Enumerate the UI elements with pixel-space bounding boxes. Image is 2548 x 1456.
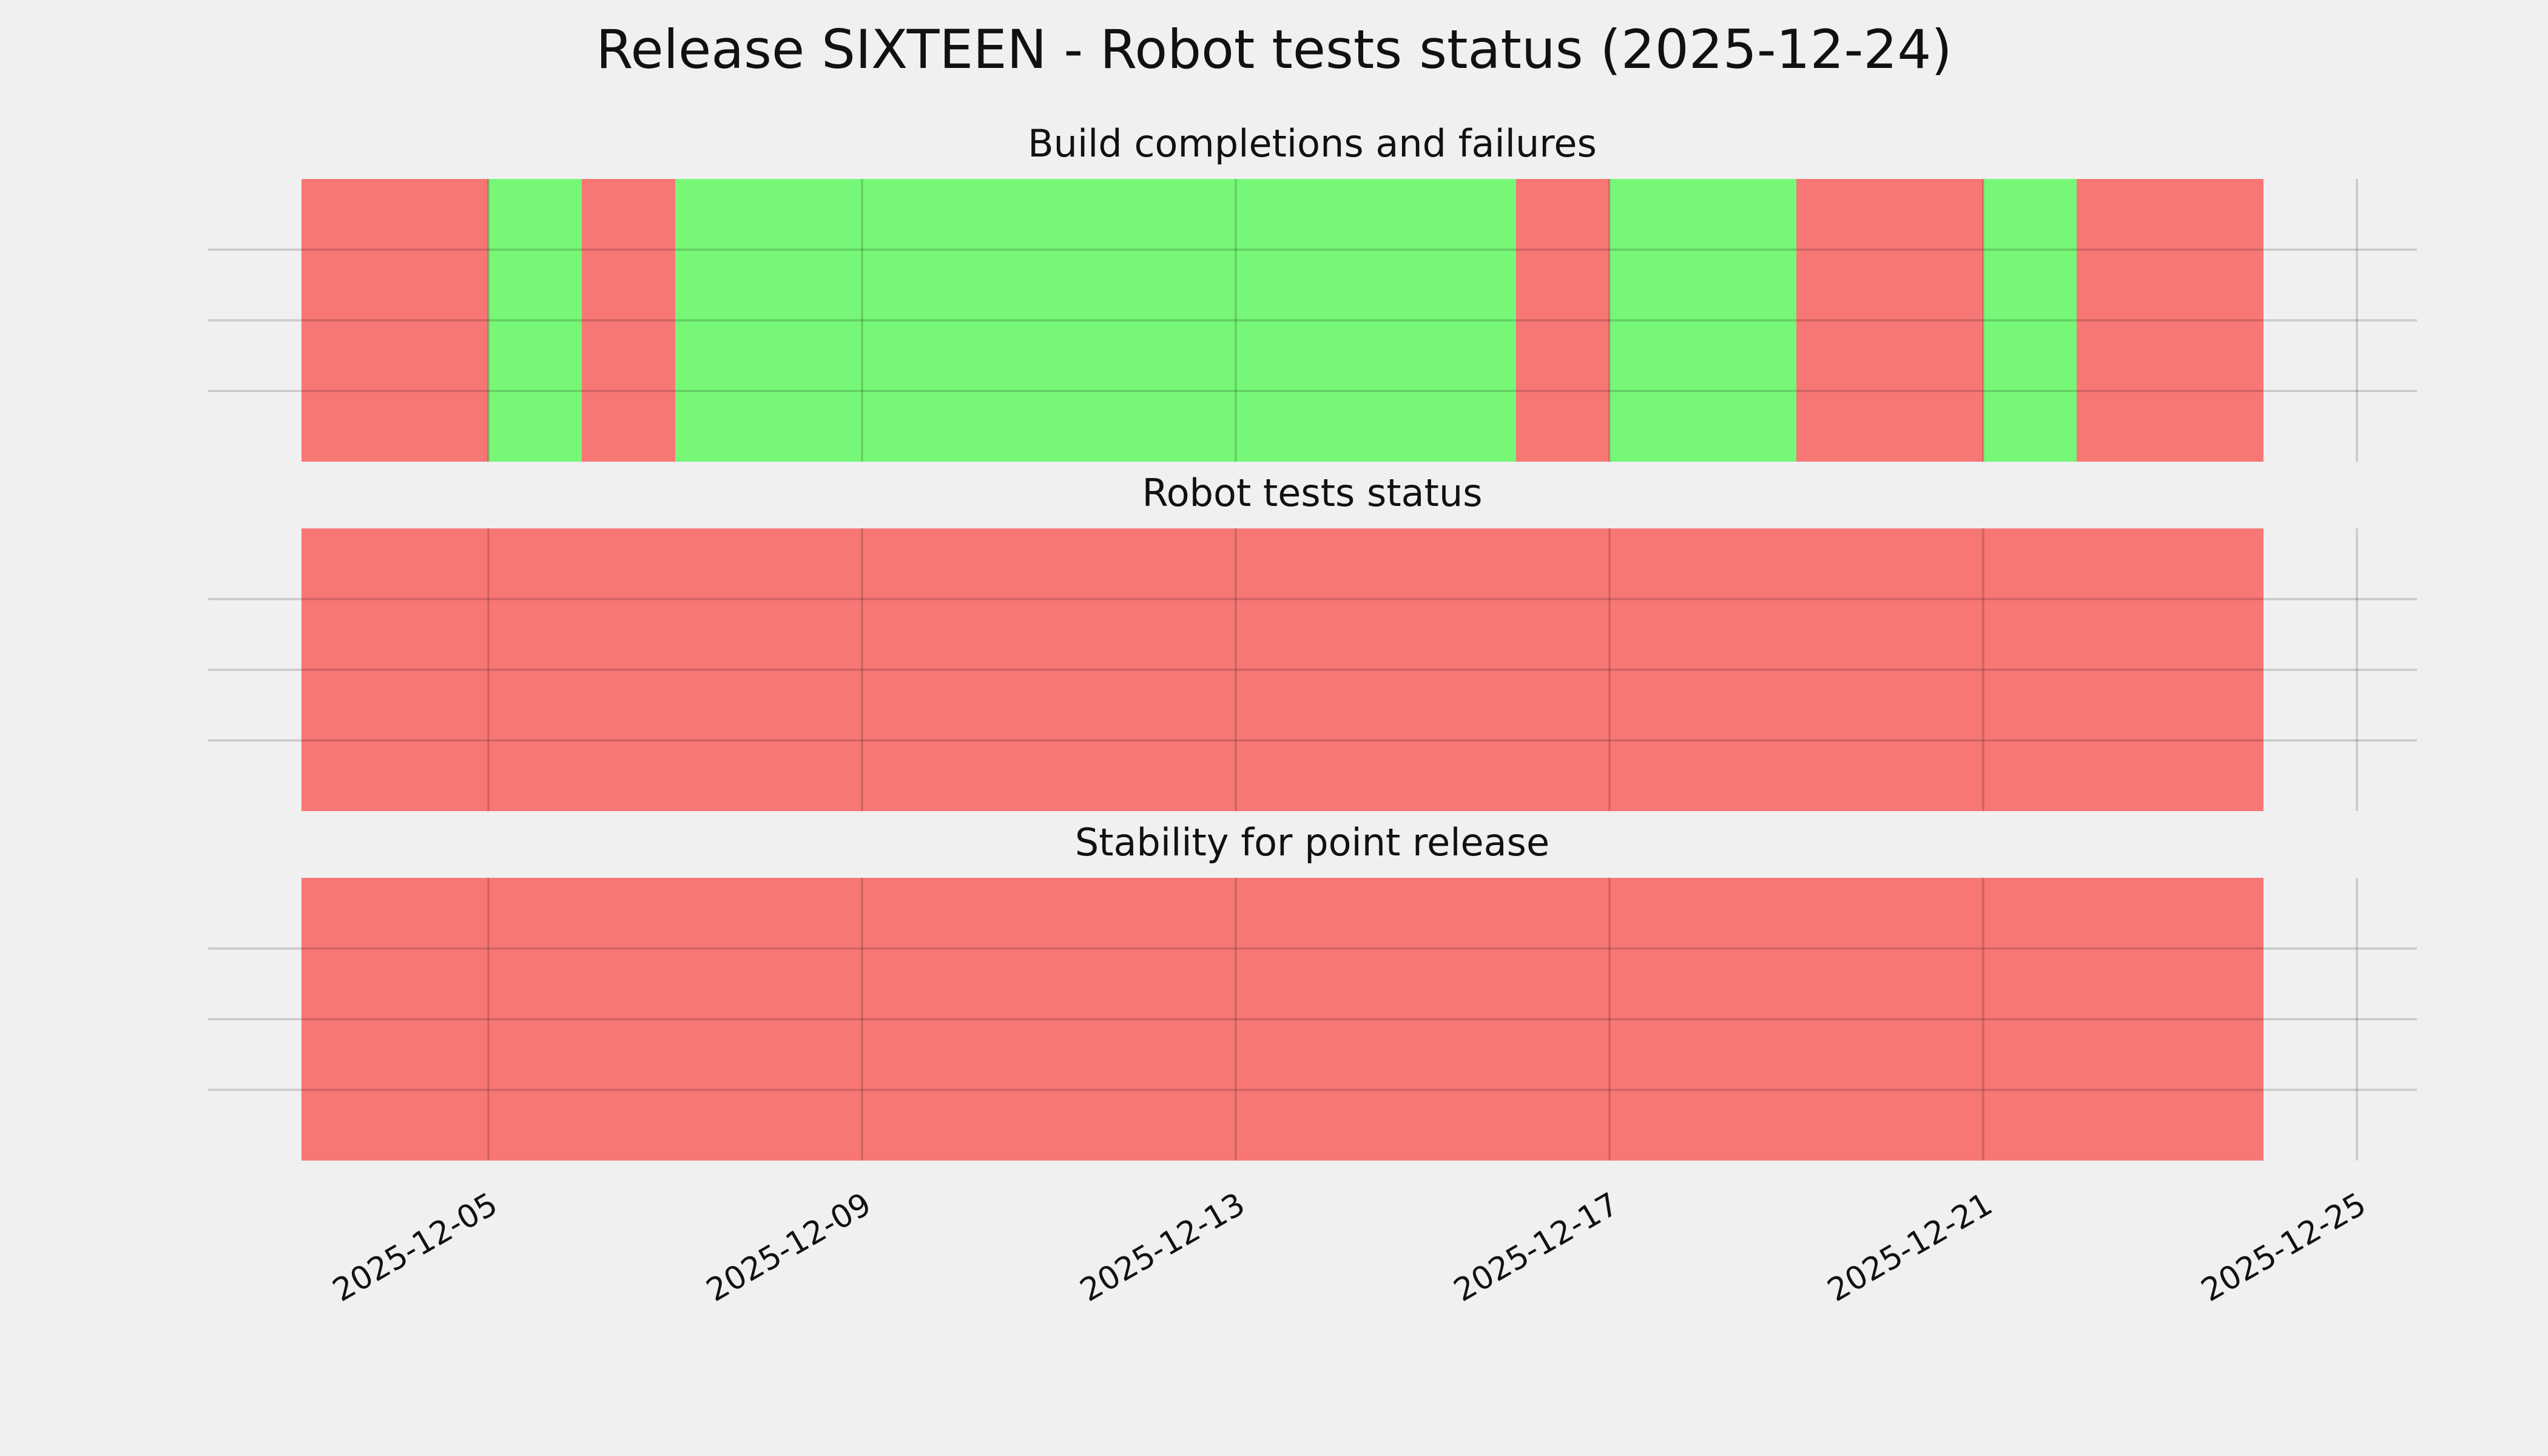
- subplot-title: Robot tests status: [1142, 471, 1482, 515]
- status-span: [1983, 179, 2077, 462]
- status-span: [2077, 179, 2263, 462]
- subplot-title: Stability for point release: [1075, 820, 1549, 864]
- status-span: [302, 878, 2263, 1161]
- status-span: [1516, 179, 1609, 462]
- subplot-title: Build completions and failures: [1028, 121, 1597, 166]
- status-span: [582, 179, 675, 462]
- status-span: [302, 179, 488, 462]
- status-span: [1796, 179, 1983, 462]
- figure-title: Release SIXTEEN - Robot tests status (20…: [596, 18, 1952, 81]
- status-span: [488, 179, 582, 462]
- status-span: [675, 179, 1516, 462]
- status-span: [1609, 179, 1796, 462]
- status-span: [302, 528, 2263, 811]
